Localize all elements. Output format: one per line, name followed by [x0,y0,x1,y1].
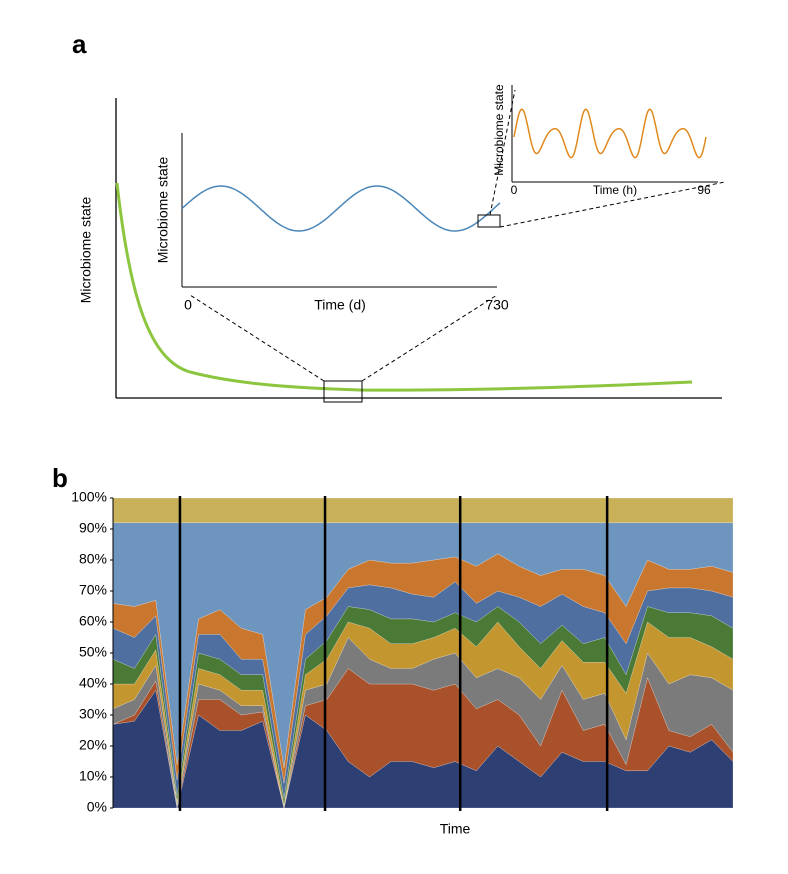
y-tick-label: 100% [71,489,107,505]
x-tick-label: 0 [511,183,518,197]
zoom-box [477,214,501,228]
y-tick-label: 60% [79,613,107,629]
zoom-line [189,294,325,382]
x-tick-label: 96 [697,183,711,197]
hourly-trend [513,108,707,159]
zoom-box [323,380,363,403]
y-tick-label: 50% [79,644,107,660]
y-tick-label: 10% [79,768,107,784]
y-tick-label: 20% [79,737,107,753]
panel-label: a [72,29,87,59]
x-tick-label: 730 [485,297,509,313]
y-tick-label: 0% [87,799,107,815]
x-axis-label: Time (d) [314,297,366,313]
panel-label: b [52,463,68,493]
y-axis-label: Microbiome state [492,84,506,176]
annotations [112,496,609,811]
trajectory [115,182,693,392]
y-tick-label: 90% [79,520,107,536]
zoom-line [361,294,498,382]
y-axis-label: Microbiome state [78,196,94,303]
x-axis-label: Time [440,821,471,837]
plot-area [112,497,734,809]
area-segment [112,497,734,523]
zoom-line [489,89,516,216]
y-axis-label: Microbiome state [155,156,171,263]
y-tick-label: 80% [79,551,107,567]
y-tick-label: 70% [79,582,107,598]
zoom-line [499,181,726,228]
x-tick-label: 0 [184,297,192,313]
y-tick-label: 40% [79,675,107,691]
daily-trend [181,185,501,232]
x-axis-label: Time (h) [593,183,637,197]
y-tick-label: 30% [79,706,107,722]
